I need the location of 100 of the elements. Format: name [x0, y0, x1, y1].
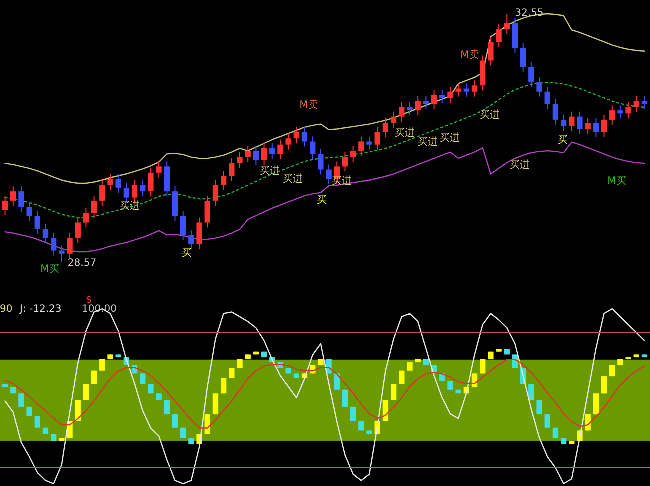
candlestick: [278, 139, 284, 160]
candlestick: [294, 126, 300, 144]
candlestick: [108, 174, 114, 191]
candlestick: [172, 414, 178, 428]
annotation: 买进: [440, 132, 460, 144]
candlestick: [399, 102, 405, 122]
candlestick: [156, 161, 162, 178]
candlestick: [464, 83, 470, 98]
annotation: M卖: [460, 49, 480, 61]
candlestick: [220, 170, 227, 191]
annotation: M买: [608, 176, 626, 187]
annotation: 32.55: [515, 8, 544, 19]
candlestick: [374, 126, 380, 150]
annotation: 买进: [283, 173, 303, 185]
candlestick: [601, 114, 608, 138]
candlestick: [585, 118, 591, 135]
candlestick: [229, 158, 235, 182]
candlestick: [148, 167, 154, 198]
candlestick: [310, 136, 316, 160]
candlestick: [229, 368, 235, 379]
candlestick: [382, 118, 389, 138]
candlestick: [270, 142, 276, 160]
candlestick: [593, 118, 600, 138]
candlestick: [18, 393, 24, 408]
candlestick: [358, 136, 364, 157]
annotation: 买进: [418, 136, 438, 148]
candlestick: [116, 174, 122, 194]
candlestick: [618, 105, 624, 120]
candlestick: [91, 195, 98, 219]
candlestick: [59, 245, 65, 262]
candlestick: [212, 393, 219, 416]
candlestick: [204, 195, 210, 228]
annotation: 买进: [395, 127, 415, 139]
candlestick: [350, 146, 356, 163]
candlestick: [472, 80, 478, 98]
text: $: [86, 295, 92, 306]
candlestick: [237, 152, 243, 170]
candlestick: [34, 211, 40, 234]
candlestick: [10, 186, 16, 206]
candlestick: [520, 42, 526, 72]
candlestick: [431, 90, 438, 110]
candlestick: [610, 105, 616, 126]
annotation: 28.57: [68, 258, 97, 269]
candlestick: [390, 111, 397, 129]
annotation: J: -12.23: [19, 304, 62, 315]
candlestick: [544, 86, 550, 110]
candlestick: [83, 208, 90, 228]
candlestick: [536, 77, 542, 98]
candlestick: [180, 211, 186, 241]
candlestick: [253, 146, 260, 166]
candlestick: [390, 384, 397, 401]
candlestick: [366, 136, 372, 150]
annotation: 90: [0, 304, 13, 315]
candlestick: [75, 217, 81, 244]
candlestick: [342, 389, 348, 408]
candlestick: [577, 111, 583, 135]
candlestick: [423, 96, 430, 110]
candlestick: [326, 164, 332, 185]
candlestick: [50, 232, 57, 256]
candlestick: [544, 414, 550, 428]
candlestick: [440, 90, 446, 104]
candlestick: [448, 86, 454, 104]
candlestick: [140, 180, 146, 198]
candlestick: [569, 111, 575, 132]
candlestick: [83, 384, 90, 401]
candlestick: [415, 96, 421, 116]
candlestick: [528, 384, 534, 401]
candlestick: [212, 180, 219, 206]
candlestick: [634, 96, 640, 113]
candlestick: [488, 36, 494, 66]
candlestick: [496, 24, 502, 48]
annotation: 买进: [480, 109, 500, 121]
candlestick: [626, 102, 632, 120]
annotation: 买进: [260, 165, 280, 177]
candlestick: [2, 195, 8, 216]
candlestick: [342, 152, 348, 172]
candlestick: [261, 142, 268, 166]
candlestick: [642, 96, 648, 110]
candlestick: [407, 102, 413, 116]
annotation: M卖: [300, 99, 318, 111]
annotation: 买进: [120, 200, 140, 212]
candlestick: [26, 202, 32, 222]
candlestick: [18, 186, 24, 213]
candlestick: [42, 223, 49, 244]
candlestick: [560, 114, 567, 132]
candlestick: [196, 217, 202, 250]
candlestick: [504, 14, 510, 36]
candlestick: [318, 148, 324, 176]
text: M买: [40, 264, 60, 275]
candlestick: [593, 393, 600, 416]
candlestick: [601, 376, 608, 394]
annotation: 买进: [510, 159, 530, 171]
candlestick: [67, 232, 73, 260]
annotation: 买: [558, 135, 568, 146]
candlestick: [302, 126, 308, 148]
candlestick: [528, 61, 534, 88]
annotation: 买: [317, 195, 327, 206]
annotation: 买: [182, 248, 192, 259]
candlestick: [100, 180, 106, 206]
candlestick: [286, 133, 292, 150]
